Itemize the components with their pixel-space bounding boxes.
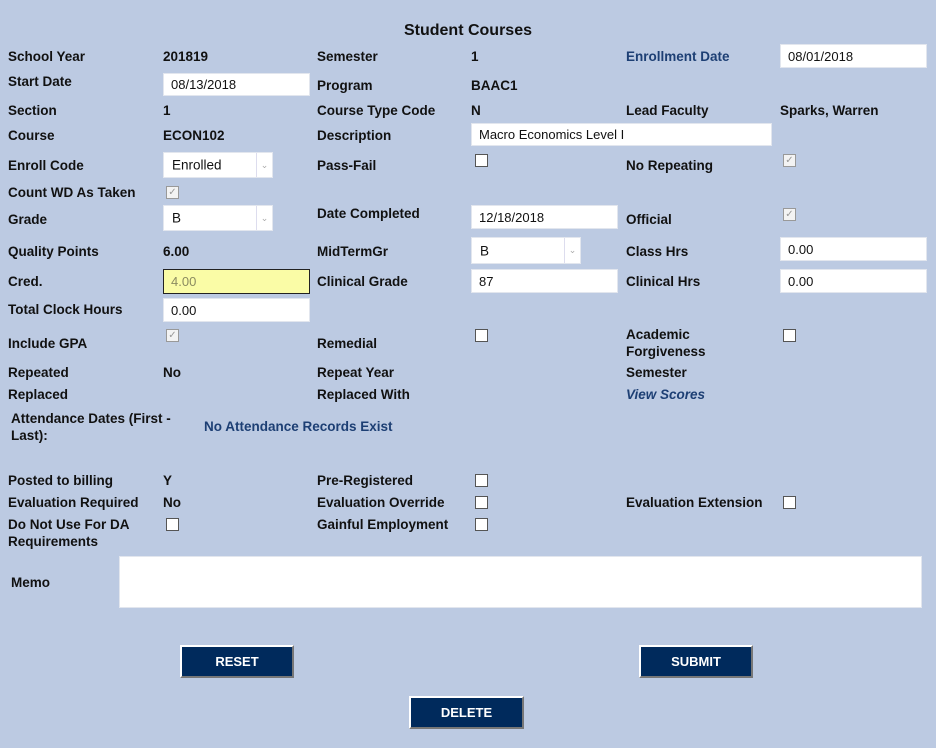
class-hrs-label: Class Hrs [626, 244, 689, 259]
memo-label: Memo [11, 575, 51, 590]
lead-faculty-value: Sparks, Warren [780, 103, 879, 118]
attendance-label: Attendance Dates (First - Last): [11, 410, 171, 444]
class-hrs-input[interactable] [780, 237, 927, 261]
pass-fail-checkbox[interactable] [475, 154, 488, 167]
repeat-year-label: Repeat Year [317, 365, 395, 380]
remedial-checkbox[interactable] [475, 329, 488, 342]
pre-registered-checkbox[interactable] [475, 474, 488, 487]
clinical-grade-input[interactable] [471, 269, 618, 293]
evaluation-extension-checkbox[interactable] [783, 496, 796, 509]
attendance-label-line2: Last): [11, 428, 48, 443]
semester-value: 1 [471, 49, 479, 64]
chevron-down-icon: ⌄ [256, 153, 272, 177]
replaced-with-label: Replaced With [317, 387, 410, 402]
semester-label: Semester [317, 49, 378, 64]
school-year-value: 201819 [163, 49, 209, 64]
start-date-label: Start Date [8, 74, 72, 89]
school-year-label: School Year [8, 49, 86, 64]
program-value: BAAC1 [471, 78, 518, 93]
cred-label: Cred. [8, 274, 43, 289]
evaluation-override-label: Evaluation Override [317, 495, 445, 510]
posted-to-billing-label: Posted to billing [8, 473, 113, 488]
section-value: 1 [163, 103, 171, 118]
total-clock-hours-input[interactable] [163, 298, 310, 322]
count-wd-checkbox[interactable]: ✓ [166, 186, 179, 199]
description-label: Description [317, 128, 392, 143]
evaluation-required-value: No [163, 495, 181, 510]
enrollment-date-input[interactable] [780, 44, 927, 68]
count-wd-label: Count WD As Taken [8, 185, 136, 200]
description-input[interactable] [471, 123, 772, 146]
remedial-label: Remedial [317, 336, 378, 351]
evaluation-required-label: Evaluation Required [8, 495, 139, 510]
delete-button[interactable]: DELETE [409, 696, 524, 729]
do-not-use-da-label: Do Not Use For DA Requirements [8, 516, 130, 550]
academic-forgiveness-label-line1: Academic [626, 327, 690, 342]
submit-button[interactable]: SUBMIT [639, 645, 753, 678]
midtermgr-label: MidTermGr [317, 244, 389, 259]
attendance-label-line1: Attendance Dates (First - [11, 411, 171, 426]
program-label: Program [317, 78, 373, 93]
enroll-code-value: Enrolled [172, 157, 222, 173]
pass-fail-label: Pass-Fail [317, 158, 377, 173]
date-completed-input[interactable] [471, 205, 618, 229]
attendance-value: No Attendance Records Exist [204, 419, 393, 434]
memo-textarea[interactable] [119, 556, 922, 608]
do-not-use-da-checkbox[interactable] [166, 518, 179, 531]
start-date-input[interactable] [163, 73, 310, 96]
do-not-use-da-label-line1: Do Not Use For DA [8, 517, 130, 532]
enroll-code-label: Enroll Code [8, 158, 84, 173]
total-clock-hours-label: Total Clock Hours [8, 302, 123, 317]
course-value: ECON102 [163, 128, 225, 143]
course-type-code-value: N [471, 103, 481, 118]
official-label: Official [626, 212, 672, 227]
course-type-code-label: Course Type Code [317, 103, 436, 118]
no-repeating-label: No Repeating [626, 158, 714, 173]
no-repeating-checkbox[interactable]: ✓ [783, 154, 796, 167]
academic-forgiveness-label: Academic Forgiveness [626, 326, 706, 360]
clinical-hrs-label: Clinical Hrs [626, 274, 701, 289]
view-scores-link[interactable]: View Scores [626, 387, 706, 402]
do-not-use-da-label-line2: Requirements [8, 534, 99, 549]
date-completed-label: Date Completed [317, 206, 420, 221]
repeat-semester-label: Semester [626, 365, 687, 380]
academic-forgiveness-label-line2: Forgiveness [626, 344, 706, 359]
midtermgr-select[interactable]: B ⌄ [471, 237, 581, 264]
course-label: Course [8, 128, 55, 143]
gainful-employment-checkbox[interactable] [475, 518, 488, 531]
clinical-grade-label: Clinical Grade [317, 274, 408, 289]
academic-forgiveness-checkbox[interactable] [783, 329, 796, 342]
quality-points-value: 6.00 [163, 244, 190, 259]
chevron-down-icon: ⌄ [256, 206, 272, 230]
section-label: Section [8, 103, 57, 118]
grade-select[interactable]: B ⌄ [163, 205, 273, 231]
pre-registered-label: Pre-Registered [317, 473, 414, 488]
official-checkbox[interactable]: ✓ [783, 208, 796, 221]
repeated-value: No [163, 365, 181, 380]
evaluation-override-checkbox[interactable] [475, 496, 488, 509]
enroll-code-select[interactable]: Enrolled ⌄ [163, 152, 273, 178]
chevron-down-icon: ⌄ [564, 238, 580, 263]
reset-button[interactable]: RESET [180, 645, 294, 678]
replaced-label: Replaced [8, 387, 69, 402]
include-gpa-checkbox[interactable]: ✓ [166, 329, 179, 342]
include-gpa-label: Include GPA [8, 336, 88, 351]
evaluation-extension-label: Evaluation Extension [626, 495, 763, 510]
gainful-employment-label: Gainful Employment [317, 517, 449, 532]
clinical-hrs-input[interactable] [780, 269, 927, 293]
posted-to-billing-value: Y [163, 473, 173, 488]
midtermgr-value: B [480, 243, 490, 258]
cred-input[interactable] [163, 269, 310, 294]
quality-points-label: Quality Points [8, 244, 99, 259]
lead-faculty-label: Lead Faculty [626, 103, 709, 118]
page-title: Student Courses [403, 22, 532, 39]
enrollment-date-link[interactable]: Enrollment Date [626, 49, 730, 64]
grade-value: B [172, 210, 182, 226]
repeated-label: Repeated [8, 365, 69, 380]
grade-label: Grade [8, 212, 48, 227]
